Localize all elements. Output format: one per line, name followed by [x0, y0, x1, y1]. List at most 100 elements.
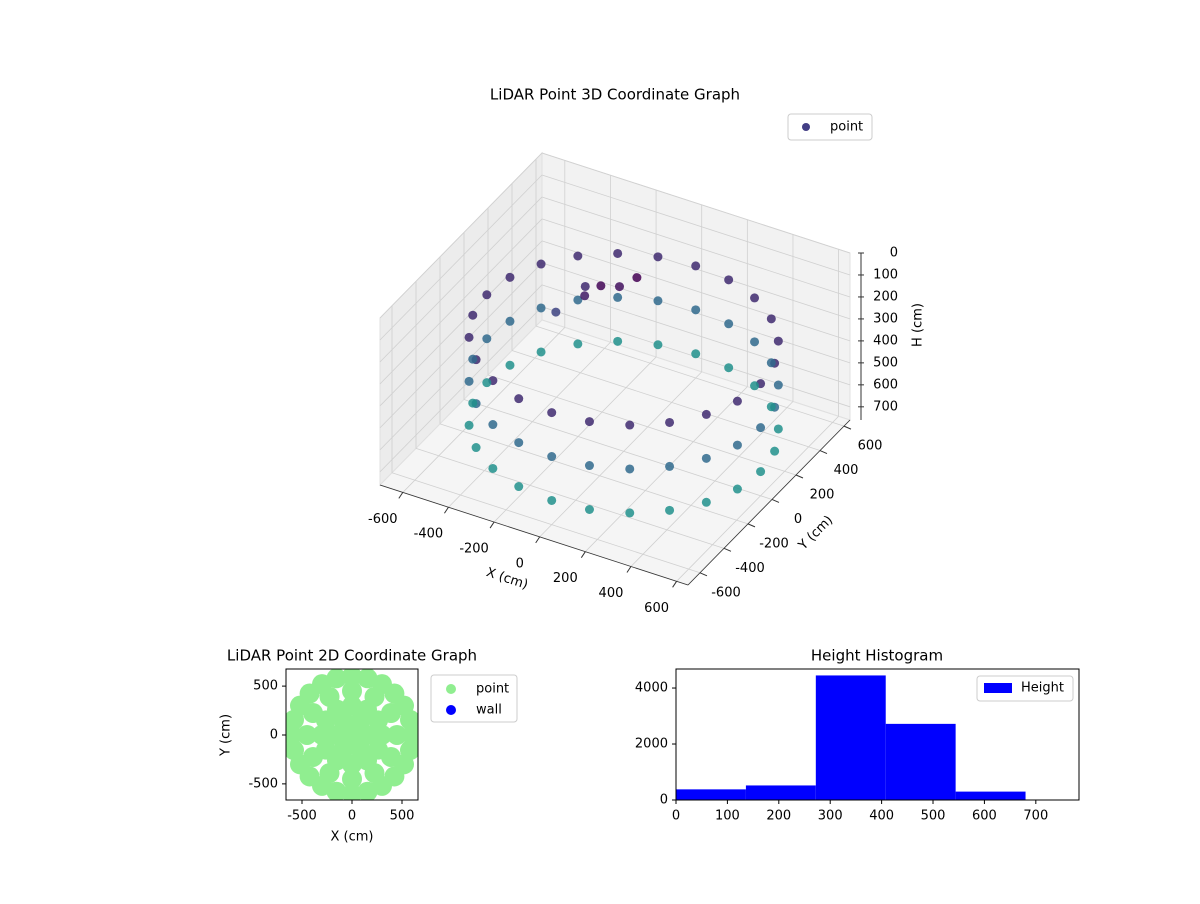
tick-mark	[843, 425, 852, 430]
x-tick-label: 200	[553, 571, 578, 586]
point	[773, 424, 783, 434]
grid-line	[541, 240, 851, 342]
x-tick-label: 300	[818, 809, 843, 824]
z-tick-label: 600	[873, 377, 898, 392]
y-tick-label: 2000	[635, 737, 668, 752]
tick-mark	[580, 551, 586, 558]
chart-title: LiDAR Point 3D Coordinate Graph	[490, 86, 740, 104]
y-tick-label: -500	[248, 776, 278, 791]
bar	[815, 675, 886, 800]
legend-label: Height	[1021, 681, 1064, 696]
y-axis-label: Y (cm)	[219, 714, 234, 757]
point	[665, 461, 675, 471]
point	[573, 295, 583, 305]
grid-line	[379, 284, 543, 451]
bar	[955, 791, 1026, 800]
tick-mark	[672, 581, 678, 588]
z-tick-label: 300	[873, 311, 898, 326]
point	[580, 291, 590, 301]
grid-line	[541, 152, 851, 254]
point	[770, 446, 780, 456]
point	[596, 281, 606, 291]
tick-mark	[444, 506, 449, 514]
point	[514, 394, 524, 404]
grid-line	[439, 423, 749, 525]
point	[342, 754, 362, 775]
point	[773, 336, 783, 346]
z-tick-label: 400	[873, 333, 898, 348]
grid-line	[463, 399, 773, 500]
x-tick-label: -200	[459, 542, 489, 557]
y-axis-line	[687, 419, 851, 586]
point	[750, 381, 760, 391]
point	[488, 463, 498, 473]
z-tick-label: 200	[873, 289, 898, 304]
point	[342, 680, 362, 701]
point	[464, 332, 474, 342]
point	[573, 251, 583, 261]
y-tick-label: 500	[253, 679, 278, 694]
point	[613, 292, 623, 302]
point	[368, 739, 388, 760]
tick-mark	[699, 572, 708, 577]
point	[342, 768, 362, 789]
grid-line	[493, 356, 657, 523]
point	[471, 443, 481, 453]
tick-mark	[771, 498, 780, 503]
point	[326, 781, 347, 800]
x-tick-label: 500	[390, 809, 415, 824]
point	[665, 417, 675, 427]
point	[613, 336, 623, 346]
grid-line	[541, 196, 851, 298]
tick-mark	[626, 566, 632, 573]
x-tick-label: 600	[644, 601, 669, 616]
y-tick-label: 400	[834, 463, 859, 478]
point	[505, 360, 515, 370]
z-tick-label: 100	[873, 267, 898, 282]
point	[701, 453, 711, 463]
grid-line	[415, 447, 725, 549]
grid-line	[541, 174, 851, 276]
point	[653, 252, 663, 262]
tick-mark	[747, 523, 756, 528]
grid-line	[379, 152, 543, 319]
grid-line	[379, 196, 543, 363]
point	[400, 740, 418, 761]
point	[750, 293, 760, 303]
x-tick-label: 400	[599, 586, 624, 601]
grid-line	[539, 371, 702, 538]
legend-marker	[446, 705, 456, 715]
tick-mark	[489, 521, 495, 529]
bar	[745, 785, 816, 800]
legend-marker	[984, 683, 1012, 693]
x-axis-label: X (cm)	[331, 830, 374, 845]
x-tick-label: 0	[672, 809, 680, 824]
grid-line	[676, 416, 839, 582]
point	[536, 259, 546, 269]
legend-box	[787, 113, 873, 141]
point	[766, 402, 776, 412]
y-tick-label: 600	[858, 439, 883, 454]
point	[625, 464, 635, 474]
grid-line	[487, 374, 797, 476]
y-tick-label: 0	[660, 793, 668, 808]
point	[482, 290, 492, 300]
point	[766, 358, 776, 368]
grid-line	[630, 401, 794, 567]
point	[357, 669, 378, 689]
z-tick-label: 700	[873, 399, 898, 414]
point	[468, 398, 478, 408]
bar	[885, 723, 956, 800]
point	[464, 376, 474, 386]
chart-title: Height Histogram	[811, 647, 943, 665]
point	[632, 273, 642, 283]
y-tick-label: 0	[270, 727, 278, 742]
legend-label: point	[476, 682, 509, 697]
point	[342, 724, 362, 745]
point	[387, 724, 407, 745]
point	[536, 303, 546, 313]
x-tick-label: -600	[368, 512, 398, 527]
point	[724, 319, 734, 329]
point	[766, 314, 776, 324]
